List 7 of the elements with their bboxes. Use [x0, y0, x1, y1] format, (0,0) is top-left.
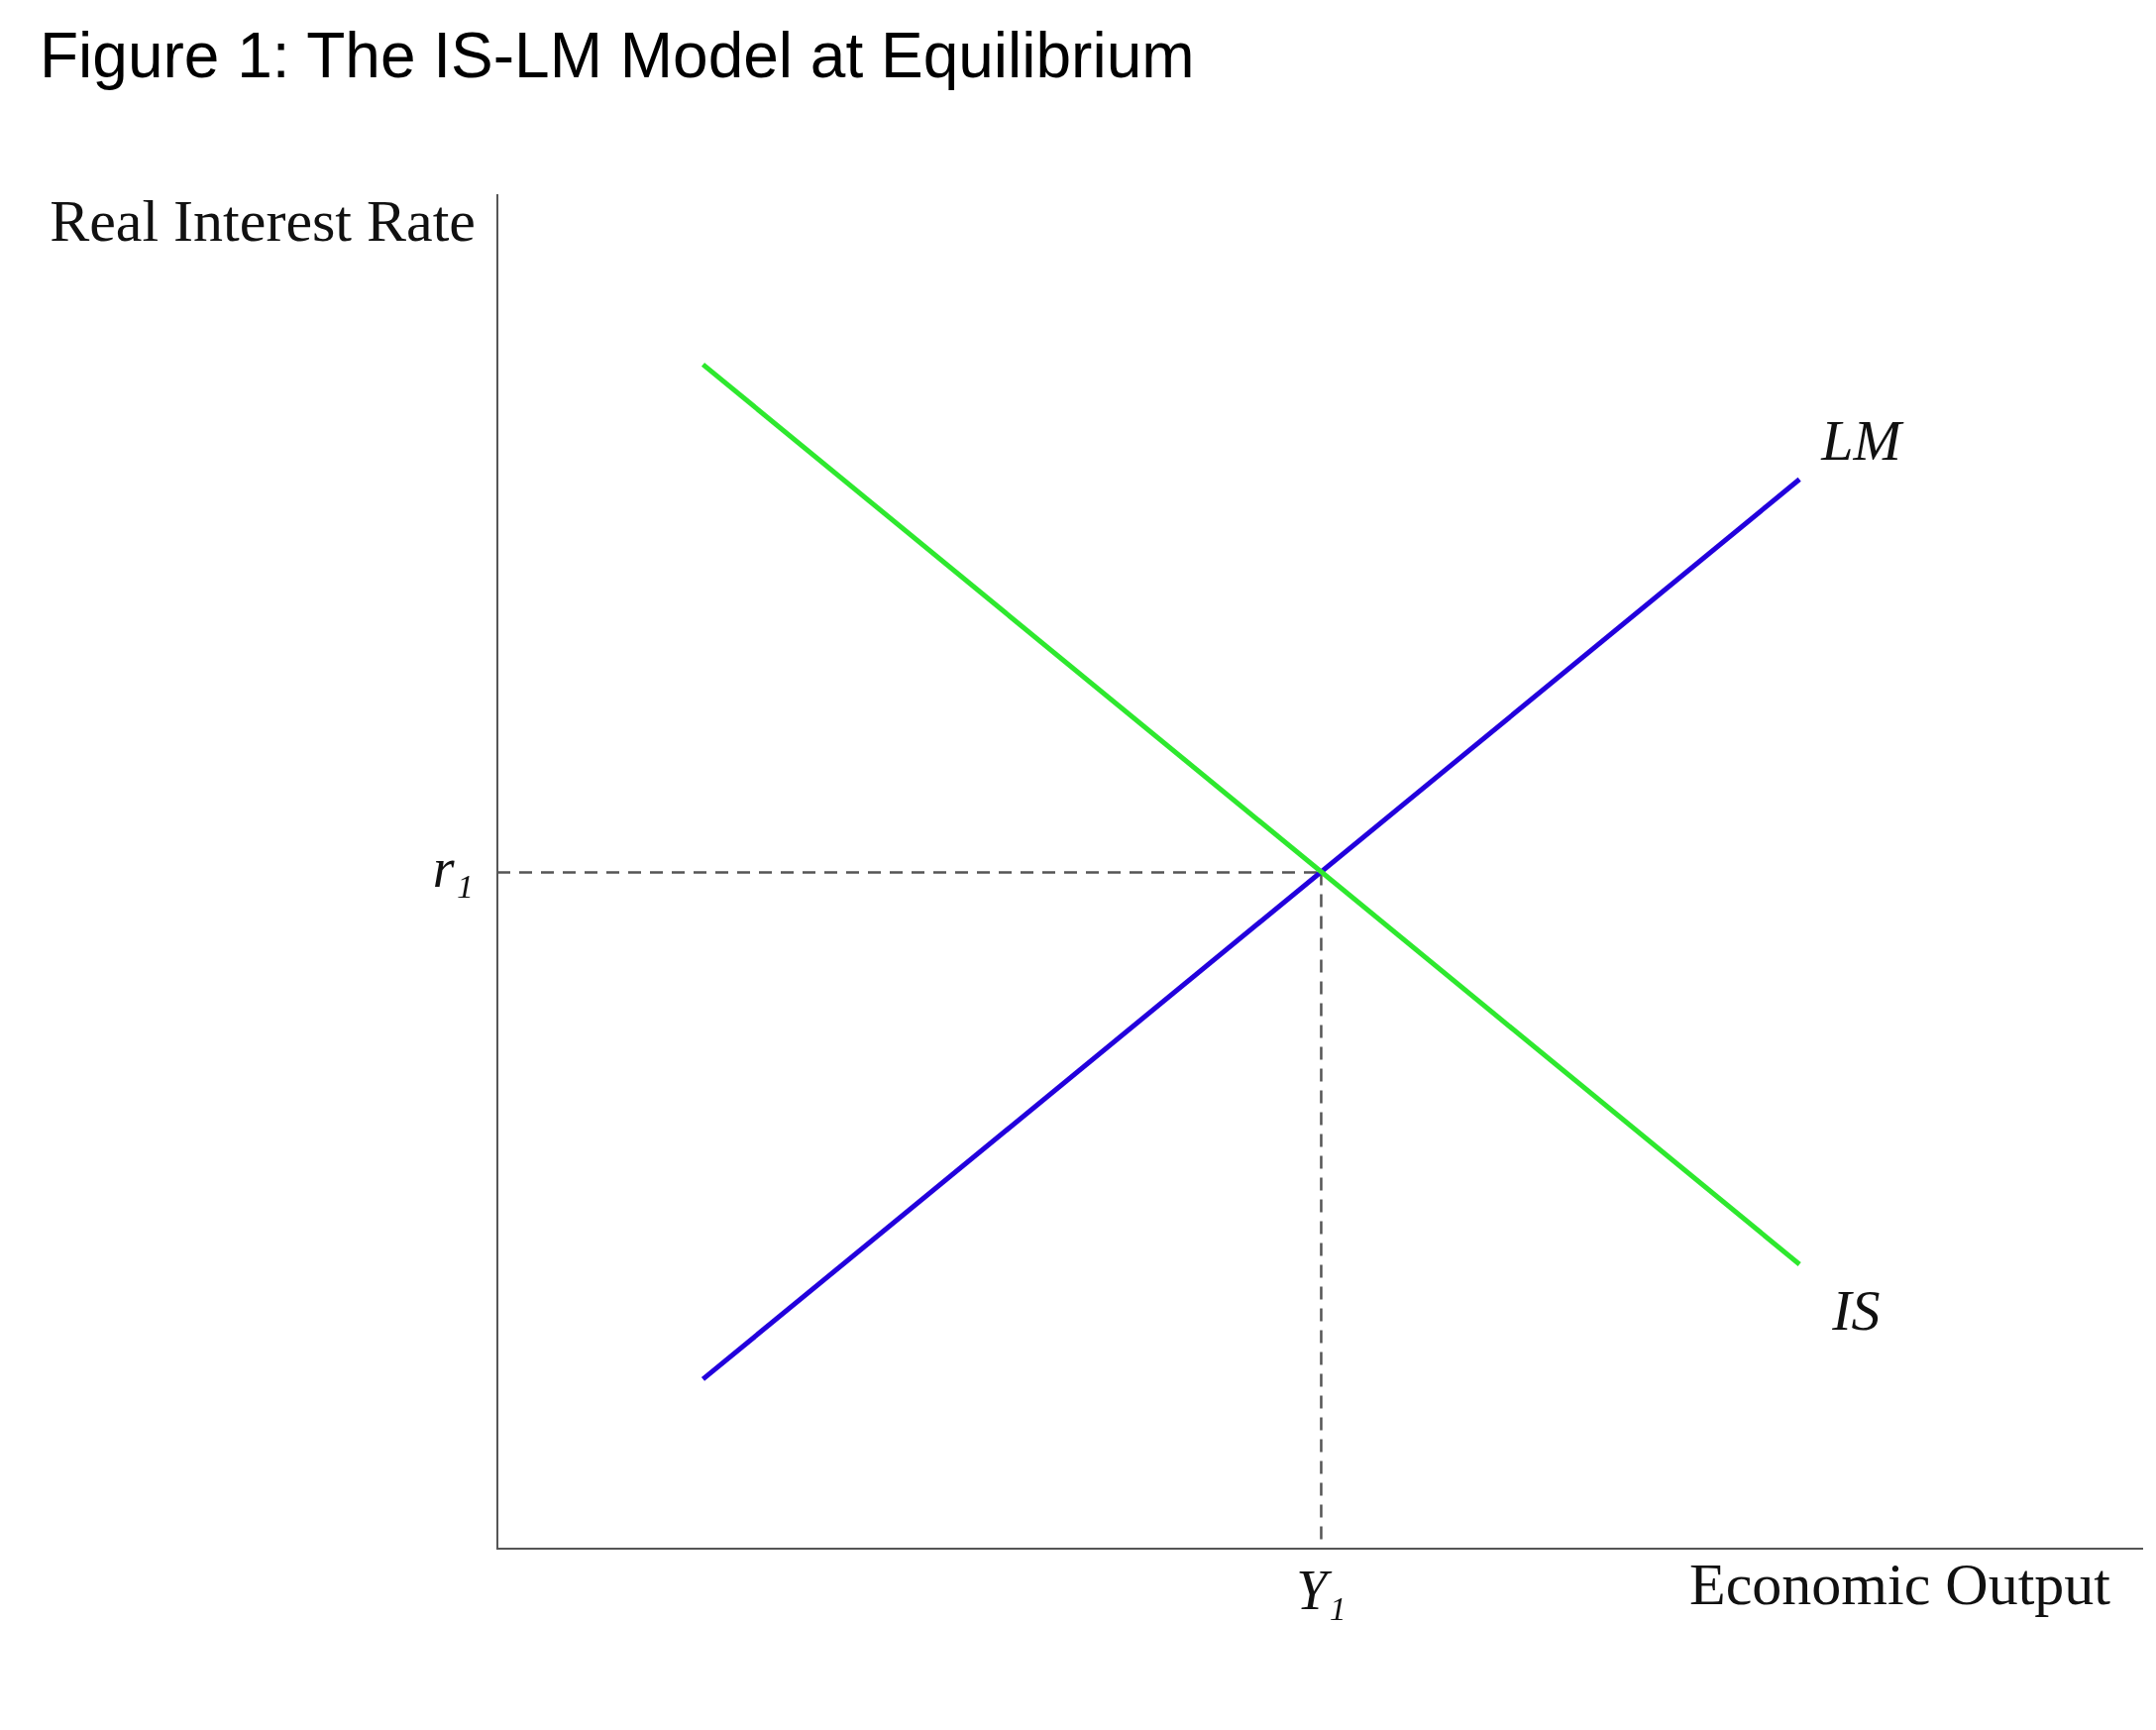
chart-title: Figure 1: The IS-LM Model at Equilibrium	[40, 20, 1195, 93]
y-axis-title: Real Interest Rate	[50, 188, 476, 254]
ref-line-label: r₁	[432, 837, 474, 900]
text: Y₁	[1296, 1559, 1347, 1621]
series-label: LM	[1820, 407, 1904, 473]
x-axis-title: Economic Output	[1689, 1551, 2111, 1617]
series-label: IS	[1831, 1278, 1881, 1344]
